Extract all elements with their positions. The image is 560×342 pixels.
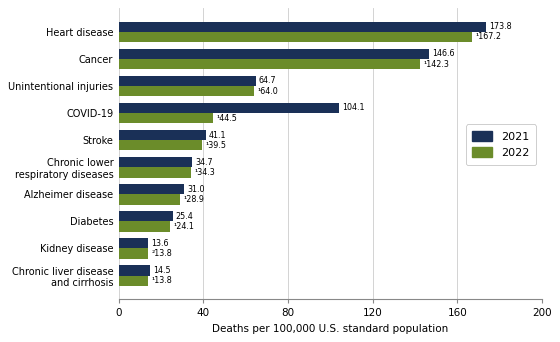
- Bar: [119, 103, 339, 113]
- Legend: 2021, 2022: 2021, 2022: [466, 124, 536, 165]
- Bar: [119, 113, 213, 123]
- Bar: [119, 22, 487, 32]
- Bar: [119, 211, 172, 221]
- Text: 146.6: 146.6: [432, 49, 455, 58]
- Text: ¹142.3: ¹142.3: [423, 60, 449, 68]
- Text: 25.4: 25.4: [176, 212, 194, 221]
- Text: ¹28.9: ¹28.9: [183, 195, 204, 204]
- Bar: [119, 276, 148, 286]
- Bar: [119, 184, 184, 194]
- X-axis label: Deaths per 100,000 U.S. standard population: Deaths per 100,000 U.S. standard populat…: [212, 324, 449, 334]
- Bar: [119, 49, 429, 59]
- Text: 64.7: 64.7: [259, 76, 277, 86]
- Text: ¹39.5: ¹39.5: [206, 141, 227, 150]
- Bar: [119, 130, 206, 140]
- Text: 173.8: 173.8: [489, 22, 512, 31]
- Bar: [119, 157, 192, 167]
- Bar: [119, 86, 254, 96]
- Bar: [119, 59, 420, 69]
- Text: 14.5: 14.5: [153, 266, 170, 275]
- Text: 34.7: 34.7: [195, 158, 213, 167]
- Text: ¹167.2: ¹167.2: [475, 32, 502, 41]
- Text: 41.1: 41.1: [209, 131, 226, 140]
- Text: ¹64.0: ¹64.0: [258, 87, 278, 96]
- Bar: [119, 76, 256, 86]
- Bar: [119, 32, 473, 42]
- Text: 13.6: 13.6: [151, 239, 169, 248]
- Text: ¹44.5: ¹44.5: [216, 114, 237, 123]
- Text: 104.1: 104.1: [342, 103, 365, 113]
- Text: ¹13.8: ¹13.8: [151, 276, 172, 285]
- Text: ¹24.1: ¹24.1: [173, 222, 194, 231]
- Bar: [119, 265, 150, 276]
- Bar: [119, 221, 170, 232]
- Bar: [119, 238, 148, 249]
- Text: ²13.8: ²13.8: [151, 249, 172, 258]
- Text: 31.0: 31.0: [188, 185, 205, 194]
- Bar: [119, 140, 202, 150]
- Bar: [119, 249, 148, 259]
- Text: ¹34.3: ¹34.3: [194, 168, 216, 177]
- Bar: [119, 194, 180, 205]
- Bar: [119, 167, 192, 177]
